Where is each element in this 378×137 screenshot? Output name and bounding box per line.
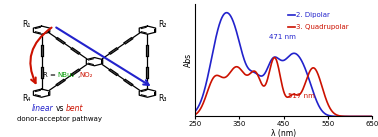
Text: R₄: R₄ [22, 94, 30, 103]
Text: 3. Quadrupolar: 3. Quadrupolar [296, 24, 349, 30]
Text: R₂: R₂ [159, 20, 167, 29]
Text: NO₂: NO₂ [80, 72, 93, 78]
Text: donor-acceptor pathway: donor-acceptor pathway [17, 116, 102, 122]
Y-axis label: Abs: Abs [184, 53, 193, 67]
Text: R =: R = [42, 72, 57, 78]
Text: linear: linear [31, 104, 53, 113]
Text: R₁: R₁ [22, 20, 30, 29]
Text: 471 nm: 471 nm [269, 34, 296, 40]
Text: ,: , [78, 72, 82, 78]
Text: NBu₂: NBu₂ [57, 72, 75, 78]
Text: 517 nm: 517 nm [288, 93, 315, 99]
Text: vs: vs [55, 104, 64, 113]
Text: R₃: R₃ [159, 94, 167, 103]
Text: bent: bent [66, 104, 84, 113]
Text: 2. Dipolar: 2. Dipolar [296, 12, 330, 18]
X-axis label: λ (nm): λ (nm) [271, 129, 296, 137]
